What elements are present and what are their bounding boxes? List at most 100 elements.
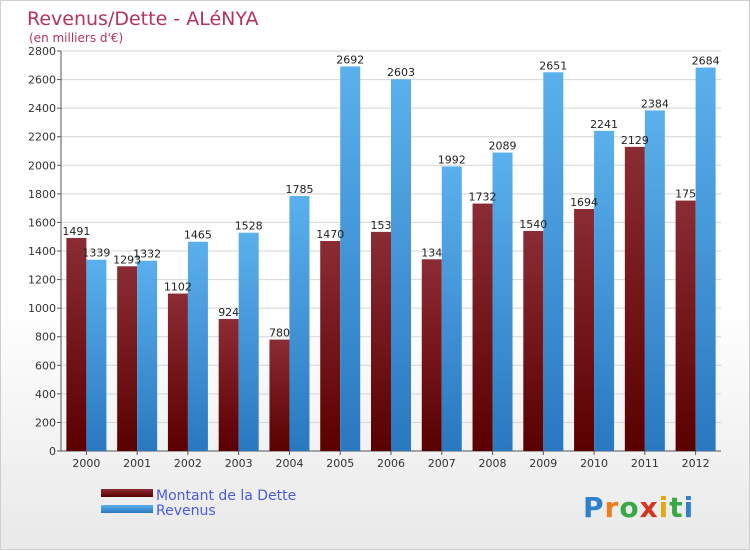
logo-letter: r: [605, 491, 620, 524]
bar-revenus: [340, 66, 361, 451]
chart-title: Revenus/Dette - ALéNYA: [27, 8, 258, 30]
bar-revenus: [644, 110, 665, 451]
y-tick-label: 1600: [28, 216, 56, 229]
data-label: 1470: [316, 228, 344, 241]
bar-revenus: [695, 67, 716, 452]
proxiti-logo: Proxiti: [583, 491, 694, 524]
legend-label-debt: Montant de la Dette: [156, 488, 296, 504]
y-tick-label: 200: [35, 416, 56, 429]
y-tick-label: 0: [49, 445, 56, 458]
bar-revenus: [187, 241, 208, 451]
bar-revenus: [137, 260, 158, 451]
y-tick-label: 2200: [28, 131, 56, 144]
x-tick-label: 2000: [72, 457, 100, 470]
bar-dette: [117, 266, 138, 451]
x-tick-label: 2012: [682, 457, 710, 470]
y-axis-ticks: 0 200 400 600 800 1000 1200 1400 1600 1800 2000 220…: [28, 45, 61, 458]
bar-dette: [269, 339, 290, 451]
data-label: 2089: [489, 140, 517, 153]
y-tick-label: 1200: [28, 274, 56, 287]
bar-dette: [66, 238, 87, 451]
data-label: 2241: [590, 118, 618, 131]
logo-letter: i: [684, 491, 695, 524]
bar-revenus: [289, 196, 310, 451]
x-tick-label: 2003: [225, 457, 253, 470]
bar-revenus: [391, 79, 411, 452]
bar-dette: [218, 319, 239, 451]
bar-dette: [472, 203, 493, 451]
legend: Montant de la Dette Revenus: [101, 488, 296, 519]
chart-subtitle: (en milliers d'€): [29, 31, 123, 45]
logo-letter: o: [619, 491, 639, 524]
data-label: 2684: [692, 55, 720, 68]
data-label: 1694: [570, 196, 598, 209]
bar-dette: [371, 231, 391, 451]
data-label: 2384: [641, 97, 669, 110]
data-label: 1785: [285, 183, 313, 196]
data-label: 780: [269, 327, 290, 340]
y-tick-label: 2000: [28, 159, 56, 172]
data-label: 1732: [469, 191, 497, 204]
x-tick-label: 2006: [377, 457, 405, 470]
bar-dette: [574, 209, 595, 451]
y-tick-label: 1800: [28, 188, 56, 201]
bars: [66, 66, 716, 452]
bar-revenus: [543, 72, 564, 452]
y-tick-label: 1400: [28, 245, 56, 258]
x-tick-label: 2011: [631, 457, 659, 470]
legend-swatch-debt: [101, 489, 153, 497]
y-tick-label: 2600: [28, 74, 56, 87]
logo-letter: t: [669, 491, 683, 524]
bar-dette: [167, 293, 188, 451]
bar-dette: [624, 146, 645, 451]
bar-revenus: [594, 130, 615, 451]
data-label: 1992: [438, 153, 466, 166]
data-label: 2692: [336, 53, 364, 66]
data-label: 1540: [519, 218, 547, 231]
x-tick-label: 2004: [275, 457, 303, 470]
legend-swatch-revenus: [101, 505, 153, 513]
logo-letter: x: [640, 491, 659, 524]
x-tick-label: 2008: [479, 457, 507, 470]
data-label: 2603: [387, 66, 415, 79]
x-tick-label: 2001: [123, 457, 151, 470]
data-label: 1339: [82, 247, 110, 260]
y-tick-label: 800: [35, 331, 56, 344]
bar-dette: [320, 241, 341, 451]
y-tick-label: 400: [35, 388, 56, 401]
y-tick-label: 1000: [28, 302, 56, 315]
bar-dette: [675, 200, 696, 451]
data-label: 1491: [62, 225, 90, 238]
y-tick-label: 2400: [28, 102, 56, 115]
x-tick-label: 2007: [428, 457, 456, 470]
legend-label-revenus: Revenus: [156, 503, 216, 519]
data-label: 1332: [133, 248, 161, 261]
data-label: 2129: [621, 134, 649, 147]
data-label: 1465: [184, 229, 212, 242]
x-axis-ticks: 2000 2001 2002 2003 2004 2005 2006 2007 2008 2009…: [72, 451, 710, 470]
x-tick-label: 2010: [580, 457, 608, 470]
y-tick-label: 2800: [28, 45, 56, 58]
x-tick-label: 2009: [529, 457, 557, 470]
bar-revenus: [86, 259, 107, 451]
data-label: 1293: [113, 253, 141, 266]
data-label: 175: [675, 188, 696, 201]
data-label: 134: [421, 246, 442, 259]
data-label: 1102: [164, 281, 192, 294]
bar-dette: [421, 259, 442, 451]
data-label: 153: [371, 219, 392, 232]
data-label: 1528: [235, 220, 263, 233]
data-label: 2651: [539, 59, 567, 72]
bar-dette: [523, 231, 544, 451]
x-tick-label: 2005: [326, 457, 354, 470]
y-tick-label: 600: [35, 359, 56, 372]
bar-revenus: [492, 152, 513, 452]
data-label: 924: [218, 306, 239, 319]
logo-letter: i: [659, 491, 670, 524]
bar-revenus: [441, 166, 462, 451]
logo-letter: P: [583, 491, 605, 524]
bar-revenus: [238, 232, 259, 451]
